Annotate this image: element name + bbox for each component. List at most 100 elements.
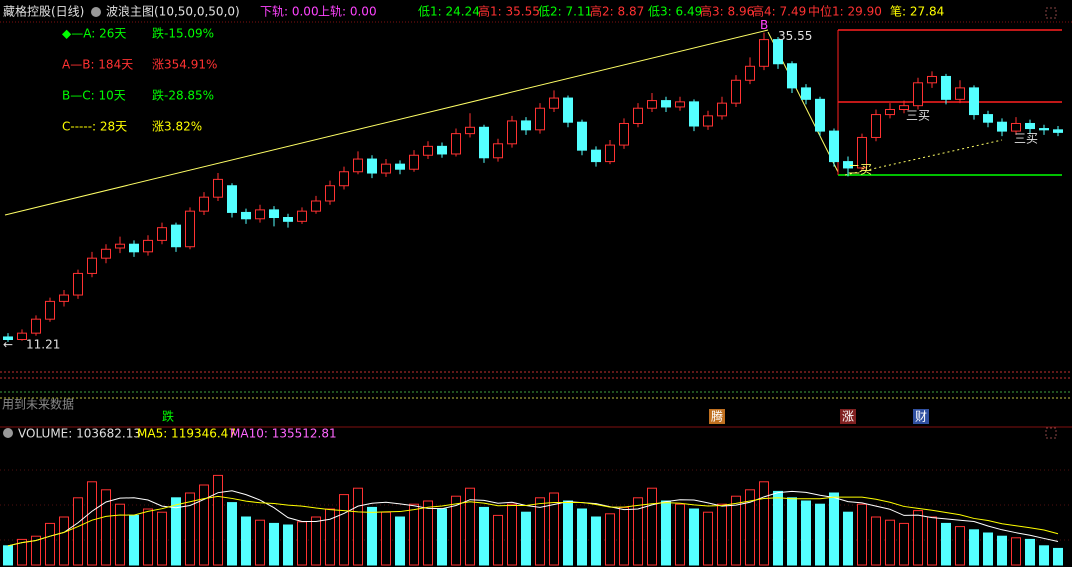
candle-body bbox=[3, 336, 13, 341]
volume-bar bbox=[17, 538, 27, 566]
header-value: 高2: 8.87 bbox=[590, 4, 644, 19]
volume-bar bbox=[199, 484, 209, 566]
volume-bar bbox=[381, 511, 391, 566]
header-value: 高4: 7.49 bbox=[752, 4, 806, 19]
candle-body bbox=[101, 248, 111, 259]
volume-bar bbox=[577, 508, 587, 566]
annotation: 三买 bbox=[906, 109, 930, 123]
indicator-icon[interactable] bbox=[91, 7, 101, 17]
volume-bar bbox=[507, 503, 517, 566]
volume-bar bbox=[955, 526, 965, 566]
candle-body bbox=[479, 126, 489, 159]
volume-bar bbox=[87, 481, 97, 566]
candle-body bbox=[31, 318, 41, 334]
volume-bar bbox=[409, 503, 419, 566]
volume-bar bbox=[717, 503, 727, 566]
volume-bar bbox=[773, 490, 783, 566]
candle-body bbox=[409, 154, 419, 170]
volume-bar bbox=[353, 487, 363, 566]
candle-body bbox=[605, 144, 615, 163]
volume-bar bbox=[185, 492, 195, 566]
annotation: B bbox=[760, 18, 768, 32]
candle-body bbox=[941, 75, 951, 100]
volume-bar bbox=[31, 535, 41, 566]
candle-body bbox=[353, 158, 363, 173]
volume-bar bbox=[255, 519, 265, 566]
legend-change: 涨354.91% bbox=[152, 57, 217, 72]
candle-body bbox=[1025, 122, 1035, 130]
volume-bar bbox=[395, 516, 405, 566]
candle-body bbox=[731, 79, 741, 104]
candle-body bbox=[563, 97, 573, 123]
volume-bar bbox=[297, 521, 307, 566]
volume-bar bbox=[73, 497, 83, 566]
candle-body bbox=[255, 209, 265, 220]
volume-bar bbox=[983, 532, 993, 566]
signal-label: 财 bbox=[915, 410, 927, 424]
candle-body bbox=[689, 101, 699, 127]
candle-body bbox=[143, 239, 153, 253]
candle-body bbox=[633, 107, 643, 124]
ma5-label: MA5: 119346.47 bbox=[137, 427, 236, 441]
volume-icon[interactable] bbox=[3, 428, 13, 438]
candle-body bbox=[465, 126, 475, 135]
candle-body bbox=[619, 122, 629, 146]
volume-ma bbox=[7, 495, 1059, 547]
volume-bar bbox=[759, 481, 769, 566]
candle-body bbox=[367, 158, 377, 174]
volume-bar bbox=[829, 492, 839, 566]
candle-body bbox=[59, 294, 69, 302]
volume-bar bbox=[605, 513, 615, 566]
volume-bar bbox=[1025, 538, 1035, 566]
candle-body bbox=[521, 120, 531, 131]
candle-body bbox=[871, 114, 881, 138]
header-value: 低3: 6.49 bbox=[648, 5, 702, 19]
volume-bar bbox=[703, 511, 713, 566]
volume-bar bbox=[619, 506, 629, 566]
candle-body bbox=[1011, 122, 1021, 132]
candle-body bbox=[899, 105, 909, 110]
candle-body bbox=[157, 227, 167, 241]
support-line bbox=[844, 139, 1003, 176]
signal-box bbox=[840, 409, 856, 424]
candle-body bbox=[927, 75, 937, 84]
volume-bar bbox=[465, 487, 475, 566]
header-value: 低1: 24.24 bbox=[418, 5, 480, 19]
candle-body bbox=[717, 102, 727, 117]
low-arrow: ← bbox=[3, 338, 13, 352]
header-value: 上轨: 0.00 bbox=[318, 5, 377, 19]
header-value: 高1: 35.55 bbox=[478, 4, 540, 19]
panel-toggle[interactable] bbox=[1045, 427, 1057, 439]
candle-body bbox=[955, 87, 965, 100]
candle-body bbox=[997, 121, 1007, 132]
volume-bar bbox=[325, 508, 335, 566]
candle-body bbox=[45, 300, 55, 320]
candle-body bbox=[339, 171, 349, 187]
volume-bar bbox=[493, 514, 503, 566]
volume-bar bbox=[647, 487, 657, 566]
volume-bar bbox=[143, 508, 153, 566]
signal-label: 涨 bbox=[842, 409, 854, 424]
header-value: 低2: 7.11 bbox=[538, 5, 592, 19]
volume-bar bbox=[339, 494, 349, 566]
volume-bar bbox=[857, 503, 867, 566]
panel-toggle[interactable] bbox=[1045, 7, 1057, 19]
candle-body bbox=[395, 163, 405, 170]
volume-bar bbox=[535, 497, 545, 566]
volume-bar bbox=[101, 489, 111, 566]
indicator-name: 波浪主图(10,50,0,50,0) bbox=[106, 4, 240, 19]
candle-body bbox=[815, 98, 825, 132]
signal-label: 跌 bbox=[162, 409, 174, 424]
stock-name: 藏格控股(日线) bbox=[3, 4, 84, 19]
volume-bar bbox=[283, 524, 293, 566]
volume-bar bbox=[451, 495, 461, 566]
header-value: 下轨: 0.00 bbox=[260, 5, 319, 19]
low-label: 11.21 bbox=[26, 338, 60, 352]
candle-body bbox=[269, 209, 279, 219]
volume-bar bbox=[787, 497, 797, 566]
volume-bar bbox=[227, 502, 237, 566]
candle-body bbox=[787, 63, 797, 89]
signal-box bbox=[709, 409, 725, 424]
volume-bar bbox=[3, 545, 13, 566]
volume-bar bbox=[549, 492, 559, 566]
